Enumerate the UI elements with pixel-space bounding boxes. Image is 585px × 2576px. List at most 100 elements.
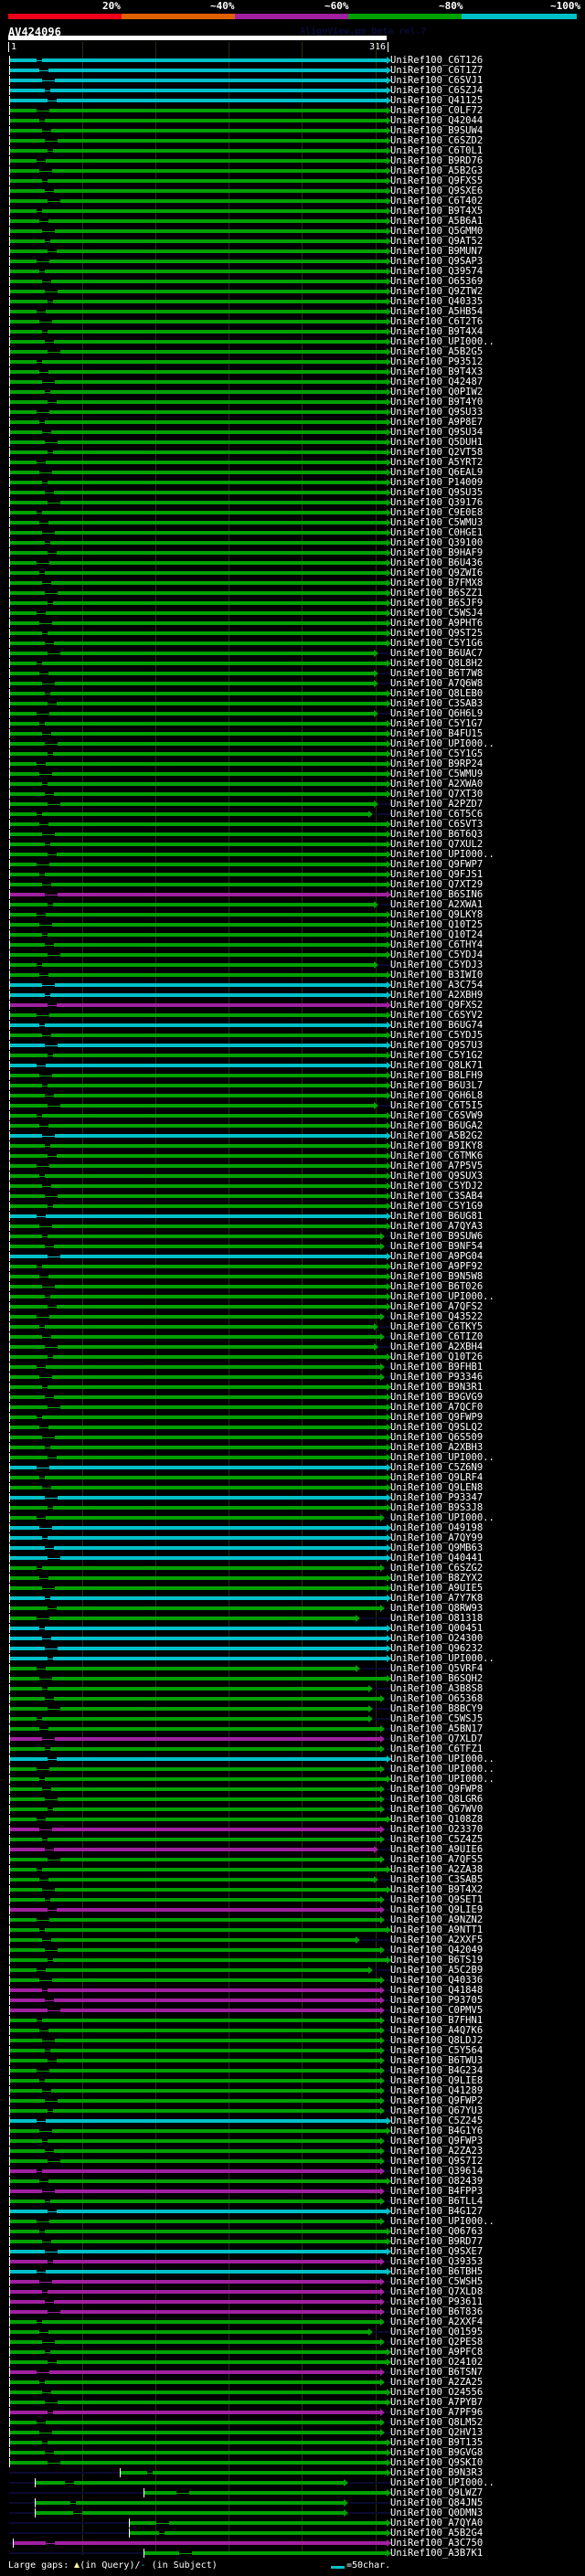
hit-row[interactable]: UniRef100_B9NF54 xyxy=(0,1241,585,1252)
hit-row[interactable]: UniRef100_Q9SET1 xyxy=(0,1894,585,1905)
hit-row[interactable]: UniRef100_A7Y7K8 xyxy=(0,1593,585,1604)
hit-row[interactable]: UniRef100_Q9SXE7 xyxy=(0,2246,585,2257)
hit-row[interactable]: UniRef100_Q39574 xyxy=(0,266,585,277)
hit-label[interactable]: UniRef100_A9PFC8 xyxy=(390,2347,484,2358)
hit-label[interactable]: UniRef100_Q9LKY8 xyxy=(390,909,484,920)
hit-label[interactable]: UniRef100_Q7XLD7 xyxy=(390,1733,484,1744)
hit-row[interactable]: UniRef100_C5WMU9 xyxy=(0,769,585,779)
hit-row[interactable]: UniRef100_UPI000.. xyxy=(0,2477,585,2488)
hit-label[interactable]: UniRef100_Q8LM52 xyxy=(390,2417,484,2428)
hit-row[interactable]: UniRef100_C5Y1G7 xyxy=(0,718,585,729)
hit-row[interactable]: UniRef100_C0PMV5 xyxy=(0,2005,585,2016)
hit-label[interactable]: UniRef100_C0HGE1 xyxy=(390,527,484,538)
hit-label[interactable]: UniRef100_UPI000.. xyxy=(390,1291,495,1302)
hit-label[interactable]: UniRef100_C5Y1G6 xyxy=(390,638,484,649)
hit-label[interactable]: UniRef100_O24102 xyxy=(390,2357,484,2368)
hit-label[interactable]: UniRef100_B6U3L7 xyxy=(390,1080,484,1091)
hit-row[interactable]: UniRef100_Q10T25 xyxy=(0,919,585,930)
hit-label[interactable]: UniRef100_UPI000.. xyxy=(390,1653,495,1664)
hit-row[interactable]: UniRef100_A2XBH9 xyxy=(0,990,585,1001)
hit-label[interactable]: UniRef100_C5Y1G2 xyxy=(390,1050,484,1061)
hit-row[interactable]: UniRef100_Q5GMM0 xyxy=(0,226,585,237)
hit-row[interactable]: UniRef100_A7Q6W8 xyxy=(0,678,585,689)
hit-row[interactable]: UniRef100_B9SUW6 xyxy=(0,1231,585,1242)
hit-row[interactable]: UniRef100_C6T126 xyxy=(0,55,585,66)
hit-row[interactable]: UniRef100_B9MUN7 xyxy=(0,246,585,257)
hit-label[interactable]: UniRef100_C5Z6N9 xyxy=(390,1462,484,1473)
hit-label[interactable]: UniRef100_A7PYB7 xyxy=(390,2397,484,2408)
hit-row[interactable]: UniRef100_Q8RW93 xyxy=(0,1603,585,1614)
hit-row[interactable]: UniRef100_B6UAC7 xyxy=(0,648,585,659)
hit-row[interactable]: UniRef100_A2XWA0 xyxy=(0,779,585,790)
hit-label[interactable]: UniRef100_P93705 xyxy=(390,1995,484,2006)
hit-row[interactable]: UniRef100_C6SZJ4 xyxy=(0,85,585,96)
hit-row[interactable]: UniRef100_B6SJF9 xyxy=(0,598,585,609)
hit-label[interactable]: UniRef100_A5B2G3 xyxy=(390,165,484,176)
hit-label[interactable]: UniRef100_C6T402 xyxy=(390,196,484,207)
hit-row[interactable]: UniRef100_B9T4X5 xyxy=(0,206,585,217)
hit-label[interactable]: UniRef100_B9IKY8 xyxy=(390,1140,484,1151)
hit-label[interactable]: UniRef100_A5B2G4 xyxy=(390,2528,484,2539)
hit-row[interactable]: UniRef100_Q01595 xyxy=(0,2327,585,2337)
hit-label[interactable]: UniRef100_UPI000.. xyxy=(390,1754,495,1765)
hit-label[interactable]: UniRef100_Q9SXE6 xyxy=(390,186,484,196)
hit-label[interactable]: UniRef100_Q9SU35 xyxy=(390,487,484,498)
hit-row[interactable]: UniRef100_B4G127 xyxy=(0,2206,585,2217)
hit-label[interactable]: UniRef100_P93611 xyxy=(390,2296,484,2307)
hit-row[interactable]: UniRef100_Q6EAL9 xyxy=(0,467,585,478)
hit-row[interactable]: UniRef100_Q9LRF4 xyxy=(0,1472,585,1483)
hit-label[interactable]: UniRef100_Q6S509 xyxy=(390,1432,484,1443)
hit-row[interactable]: UniRef100_Q7XT30 xyxy=(0,789,585,800)
hit-label[interactable]: UniRef100_C6TIZ0 xyxy=(390,1331,484,1342)
hit-label[interactable]: UniRef100_Q5DUH1 xyxy=(390,437,484,448)
hit-row[interactable]: UniRef100_B6TSN7 xyxy=(0,2367,585,2378)
hit-label[interactable]: UniRef100_Q9ST25 xyxy=(390,628,484,639)
hit-row[interactable]: UniRef100_UPI000.. xyxy=(0,849,585,860)
hit-row[interactable]: UniRef100_A2XBH3 xyxy=(0,1442,585,1453)
hit-row[interactable]: UniRef100_Q9FWP3 xyxy=(0,2136,585,2147)
hit-label[interactable]: UniRef100_B9T4X3 xyxy=(390,366,484,377)
hit-label[interactable]: UniRef100_B9T4X2 xyxy=(390,1884,484,1895)
hit-row[interactable]: UniRef100_Q8L8H2 xyxy=(0,658,585,669)
hit-label[interactable]: UniRef100_B6U436 xyxy=(390,557,484,568)
hit-label[interactable]: UniRef100_UPI000.. xyxy=(390,1512,495,1523)
hit-row[interactable]: UniRef100_Q96232 xyxy=(0,1643,585,1654)
hit-label[interactable]: UniRef100_C5WSH5 xyxy=(390,2276,484,2287)
hit-label[interactable]: UniRef100_C0LF72 xyxy=(390,105,484,116)
hit-label[interactable]: UniRef100_UPI000.. xyxy=(390,2477,495,2488)
hit-row[interactable]: UniRef100_B6UGA2 xyxy=(0,1120,585,1131)
hit-label[interactable]: UniRef100_A2ZA38 xyxy=(390,1864,484,1875)
hit-label[interactable]: UniRef100_C6SZD2 xyxy=(390,135,484,146)
hit-label[interactable]: UniRef100_Q5VRF4 xyxy=(390,1663,484,1674)
hit-label[interactable]: UniRef100_Q9FWP8 xyxy=(390,1784,484,1795)
hit-label[interactable]: UniRef100_A5B6A1 xyxy=(390,216,484,227)
hit-label[interactable]: UniRef100_O65369 xyxy=(390,276,484,287)
hit-label[interactable]: UniRef100_Q39614 xyxy=(390,2166,484,2177)
hit-label[interactable]: UniRef100_P93347 xyxy=(390,1492,484,1503)
hit-row[interactable]: UniRef100_Q9FJS1 xyxy=(0,869,585,880)
hit-label[interactable]: UniRef100_A9PG04 xyxy=(390,1251,484,1262)
hit-row[interactable]: UniRef100_Q2VT58 xyxy=(0,447,585,458)
hit-row[interactable]: UniRef100_Q9FWP7 xyxy=(0,859,585,870)
hit-row[interactable]: UniRef100_A2ZA25 xyxy=(0,2377,585,2388)
hit-row[interactable]: UniRef100_Q9SU33 xyxy=(0,407,585,418)
hit-label[interactable]: UniRef100_A4Q7K6 xyxy=(390,2025,484,2036)
hit-label[interactable]: UniRef100_A2XBH3 xyxy=(390,1442,484,1453)
hit-row[interactable]: UniRef100_Q67YU3 xyxy=(0,2105,585,2116)
hit-row[interactable]: UniRef100_B6TLL4 xyxy=(0,2196,585,2207)
hit-label[interactable]: UniRef100_B9GVG9 xyxy=(390,1392,484,1403)
hit-row[interactable]: UniRef100_C5YDJ4 xyxy=(0,949,585,960)
hit-label[interactable]: UniRef100_A7PF96 xyxy=(390,2407,484,2418)
hit-row[interactable]: UniRef100_Q9MB63 xyxy=(0,1542,585,1553)
hit-row[interactable]: UniRef100_Q9SKI0 xyxy=(0,2457,585,2468)
hit-row[interactable]: UniRef100_O24300 xyxy=(0,1633,585,1644)
hit-label[interactable]: UniRef100_B9N3R1 xyxy=(390,1382,484,1393)
hit-label[interactable]: UniRef100_Q42044 xyxy=(390,115,484,126)
hit-label[interactable]: UniRef100_Q6EAL9 xyxy=(390,467,484,478)
hit-label[interactable]: UniRef100_Q9LRF4 xyxy=(390,1472,484,1483)
hit-label[interactable]: UniRef100_B4G234 xyxy=(390,2065,484,2076)
hit-label[interactable]: UniRef100_B7FHN1 xyxy=(390,2015,484,2026)
hit-row[interactable]: UniRef100_P93512 xyxy=(0,356,585,367)
hit-row[interactable]: UniRef100_B7FHN1 xyxy=(0,2015,585,2026)
hit-label[interactable]: UniRef100_B4FPP3 xyxy=(390,2186,484,2197)
